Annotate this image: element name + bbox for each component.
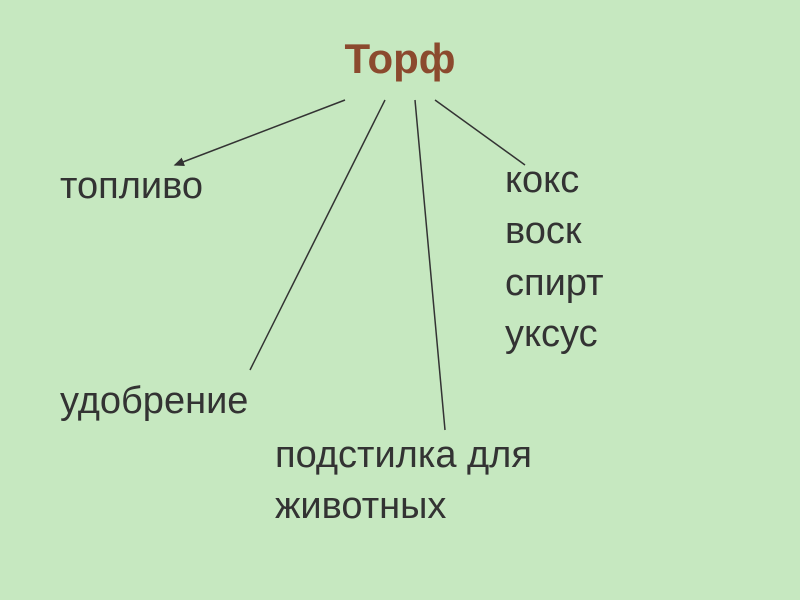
node-fuel: топливо [60,165,203,208]
node-alcohol: спирт [505,258,604,309]
node-bedding: подстилка для животных [275,430,532,533]
edge-to-bedding [415,100,445,430]
bedding-line1: подстилка для [275,430,532,481]
node-vinegar: уксус [505,309,604,360]
edge-to-fuel [175,100,345,165]
edge-to-fertilizer [250,100,385,370]
node-fertilizer: удобрение [60,380,248,423]
node-coke: кокс [505,155,604,206]
bedding-line2: животных [275,481,532,532]
diagram-title: Торф [344,35,455,83]
node-wax: воск [505,206,604,257]
node-products: кокс воск спирт уксус [505,155,604,360]
